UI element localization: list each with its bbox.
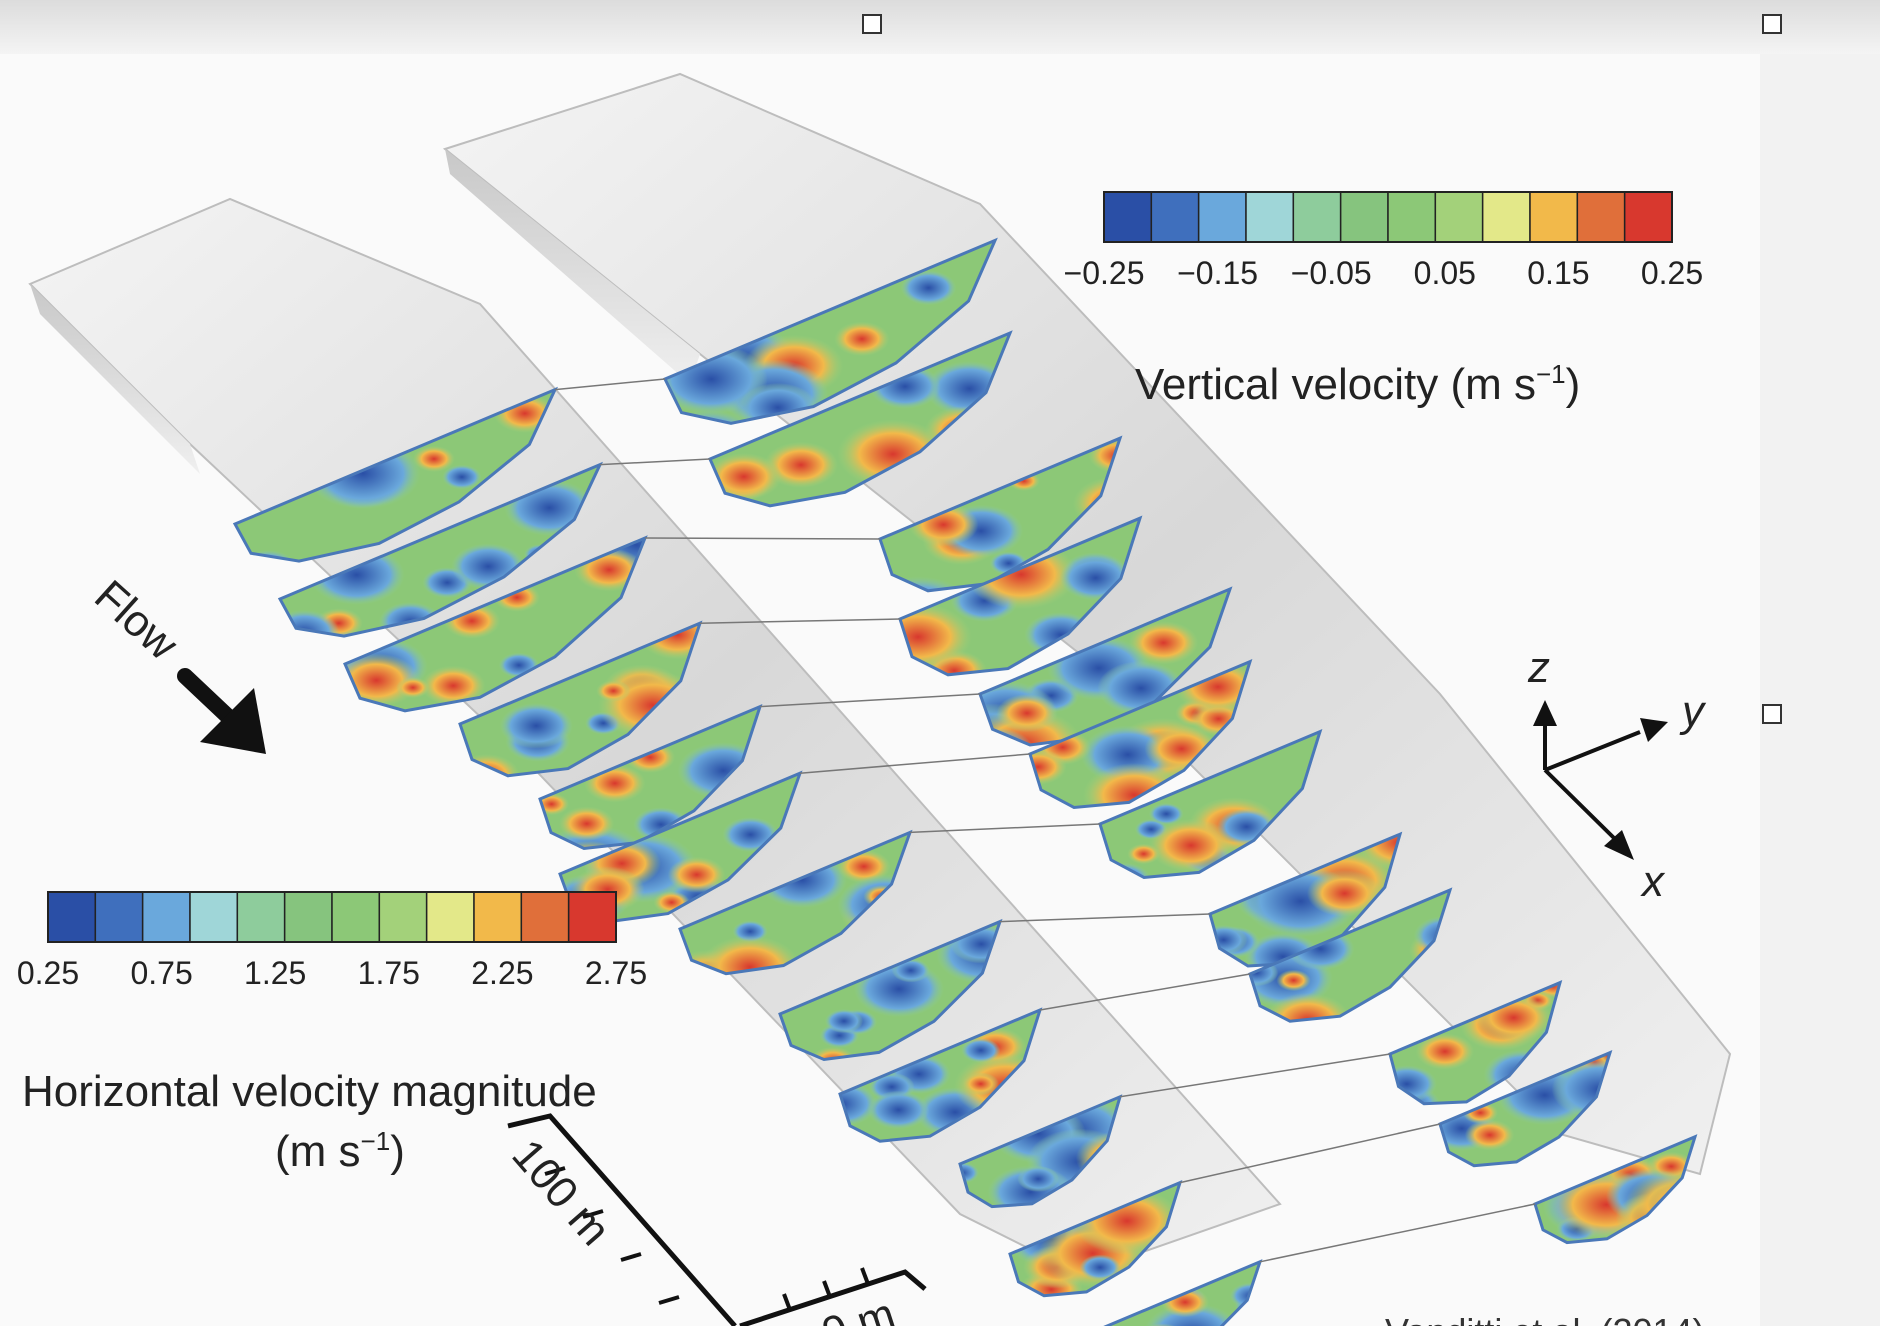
resize-handle-top-right[interactable] <box>1762 14 1782 34</box>
horizontal-velocity-title-line2: (m s−1) <box>275 1126 405 1176</box>
vertical-colorbar-tick-label: 0.05 <box>1414 255 1476 291</box>
tie-line <box>909 823 1101 834</box>
horizontal-colorbar-swatch <box>473 891 523 943</box>
vertical-colorbar-swatch <box>1529 191 1579 243</box>
vertical-colorbar-tick-label: 0.15 <box>1527 255 1589 291</box>
tie-line <box>999 913 1211 923</box>
section-tie-lines <box>554 378 1536 1263</box>
horizontal-velocity-colorbar: 0.25 0.75 1.25 1.75 2.25 2.75 <box>17 891 647 991</box>
horizontal-colorbar-swatch <box>189 891 239 943</box>
axis-triad: z y x <box>1527 643 1707 906</box>
tie-line <box>644 537 881 540</box>
vertical-colorbar-tick-label: −0.15 <box>1177 255 1258 291</box>
y-arrow-icon <box>1640 718 1668 742</box>
vertical-colorbar-swatch <box>1292 191 1342 243</box>
horizontal-colorbar-swatch <box>378 891 428 943</box>
vertical-colorbar-swatch <box>1103 191 1153 243</box>
y-axis-label: y <box>1679 687 1707 736</box>
scale-bar-label: 100 m <box>502 1130 619 1254</box>
z-axis-label: z <box>1527 643 1550 692</box>
right-section-4 <box>898 515 1143 677</box>
flow-label: Flow <box>85 571 187 670</box>
vertical-colorbar-swatch <box>1576 191 1626 243</box>
horizontal-colorbar-swatch <box>47 891 97 943</box>
vertical-colorbar-swatch <box>1197 191 1247 243</box>
figure-canvas: −0.25 −0.15 −0.05 0.05 0.15 0.25 Vertical vel… <box>0 54 1760 1326</box>
vertical-colorbar-swatch <box>1387 191 1437 243</box>
vertical-colorbar-tick-label: 0.25 <box>1641 255 1703 291</box>
tie-line <box>1179 1123 1441 1184</box>
right-section-9 <box>1248 887 1453 1023</box>
tie-line <box>759 693 981 708</box>
horizontal-colorbar-swatch <box>425 891 475 943</box>
x-arrow-icon <box>1604 830 1634 860</box>
flow-arrow-icon <box>177 668 266 754</box>
x-axis-label: x <box>1640 857 1666 906</box>
right-section-7 <box>1098 728 1323 880</box>
horizontal-colorbar-swatch <box>283 891 333 943</box>
resize-handle-right-middle[interactable] <box>1762 704 1782 724</box>
scale-bar: 100 m 0 m <box>502 1113 927 1326</box>
horizontal-colorbar-tick-label: 1.75 <box>358 955 420 991</box>
vertical-colorbar-swatch <box>1434 191 1484 243</box>
horizontal-colorbar-tick-label: 2.25 <box>471 955 533 991</box>
horizontal-colorbar-tick-label: 0.75 <box>130 955 192 991</box>
horizontal-colorbar-swatch <box>141 891 191 943</box>
river-velocity-figure: −0.25 −0.15 −0.05 0.05 0.15 0.25 Vertical vel… <box>17 72 1732 1326</box>
tie-line <box>1039 973 1251 1011</box>
tie-line <box>1119 1053 1391 1098</box>
z-arrow-icon <box>1533 700 1557 726</box>
vertical-colorbar-tick-label: −0.25 <box>1064 255 1145 291</box>
vertical-colorbar-swatch <box>1150 191 1200 243</box>
citation: Vanditti et al. (2014) <box>1385 1311 1705 1326</box>
vertical-colorbar-swatch <box>1245 191 1295 243</box>
tie-line <box>799 753 1031 774</box>
vertical-colorbar-tick-label: −0.05 <box>1291 255 1372 291</box>
tie-line <box>599 458 711 466</box>
left-section-12 <box>1103 1259 1263 1326</box>
horizontal-colorbar-swatch <box>236 891 286 943</box>
horizontal-colorbar-tick-label: 1.25 <box>244 955 306 991</box>
horizontal-velocity-title-line1: Horizontal velocity magnitude <box>22 1067 597 1116</box>
vertical-colorbar-swatch <box>1481 191 1531 243</box>
horizontal-colorbar-swatch <box>567 891 617 943</box>
horizontal-colorbar-swatch <box>331 891 381 943</box>
horizontal-colorbar-swatch <box>520 891 570 943</box>
vertical-velocity-colorbar: −0.25 −0.15 −0.05 0.05 0.15 0.25 <box>1064 191 1703 291</box>
horizontal-colorbar-swatch <box>94 891 144 943</box>
vertical-velocity-title: Vertical velocity (m s−1) <box>1135 359 1580 409</box>
tie-line <box>554 378 666 391</box>
window-top-bar <box>0 0 1880 54</box>
vertical-colorbar-swatch <box>1623 191 1673 243</box>
tie-line <box>699 618 901 624</box>
vertical-colorbar-swatch <box>1339 191 1389 243</box>
horizontal-colorbar-tick-label: 0.25 <box>17 955 79 991</box>
right-section-1 <box>662 237 998 425</box>
resize-handle-top-middle[interactable] <box>862 14 882 34</box>
tie-line <box>1259 1203 1536 1263</box>
horizontal-colorbar-tick-label: 2.75 <box>585 955 647 991</box>
